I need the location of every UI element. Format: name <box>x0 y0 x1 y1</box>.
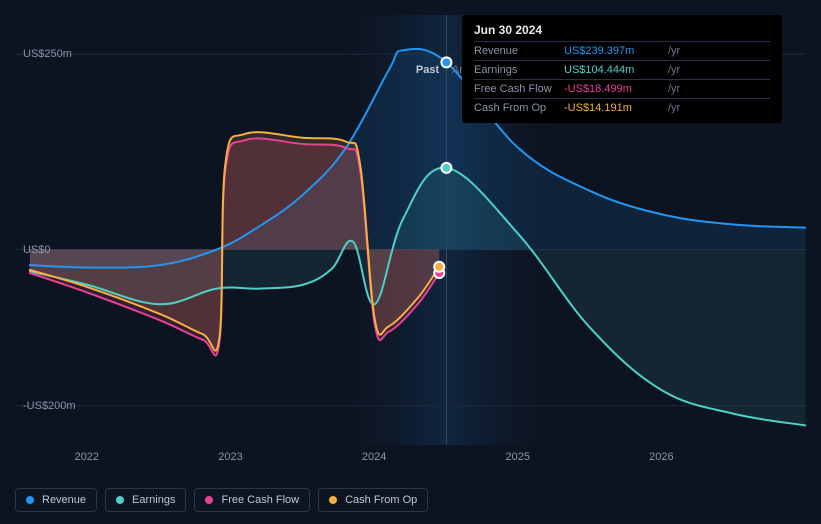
legend-item-revenue[interactable]: Revenue <box>15 488 97 512</box>
x-axis-label: 2023 <box>218 451 242 463</box>
legend-item-free-cash-flow[interactable]: Free Cash Flow <box>194 488 310 512</box>
tooltip-row-value: US$239.397m <box>564 45 664 57</box>
tooltip-row: RevenueUS$239.397m/yr <box>474 41 770 60</box>
tooltip-row-unit: /yr <box>668 102 680 114</box>
x-axis-label: 2025 <box>505 451 529 463</box>
legend-dot-icon <box>329 496 337 504</box>
x-axis-label: 2024 <box>362 451 386 463</box>
tooltip-row-label: Free Cash Flow <box>474 83 564 95</box>
tooltip-row: EarningsUS$104.444m/yr <box>474 60 770 79</box>
tooltip-row-value: -US$14.191m <box>564 102 664 114</box>
y-axis-label: US$250m <box>23 48 72 60</box>
legend-label: Revenue <box>42 494 86 506</box>
y-axis-label: US$0 <box>23 244 51 256</box>
tooltip-row-label: Earnings <box>474 64 564 76</box>
x-axis-label: 2022 <box>75 451 99 463</box>
tooltip-date: Jun 30 2024 <box>474 23 770 41</box>
tooltip-row-unit: /yr <box>668 45 680 57</box>
past-label: Past <box>416 64 439 76</box>
tooltip-row: Cash From Op-US$14.191m/yr <box>474 98 770 117</box>
legend-dot-icon <box>26 496 34 504</box>
legend-dot-icon <box>205 496 213 504</box>
legend-label: Earnings <box>132 494 175 506</box>
legend-item-earnings[interactable]: Earnings <box>105 488 186 512</box>
tooltip: Jun 30 2024 RevenueUS$239.397m/yrEarning… <box>462 15 782 123</box>
tooltip-row-label: Cash From Op <box>474 102 564 114</box>
tooltip-row-label: Revenue <box>474 45 564 57</box>
legend: Revenue Earnings Free Cash Flow Cash From O… <box>15 488 428 512</box>
tooltip-row: Free Cash Flow-US$18.499m/yr <box>474 79 770 98</box>
x-axis-label: 2026 <box>649 451 673 463</box>
tooltip-row-unit: /yr <box>668 83 680 95</box>
tooltip-row-unit: /yr <box>668 64 680 76</box>
legend-label: Cash From Op <box>345 494 417 506</box>
tooltip-row-value: -US$18.499m <box>564 83 664 95</box>
tooltip-row-value: US$104.444m <box>564 64 664 76</box>
legend-item-cash-from-op[interactable]: Cash From Op <box>318 488 428 512</box>
legend-label: Free Cash Flow <box>221 494 299 506</box>
legend-dot-icon <box>116 496 124 504</box>
y-axis-label: -US$200m <box>23 400 76 412</box>
